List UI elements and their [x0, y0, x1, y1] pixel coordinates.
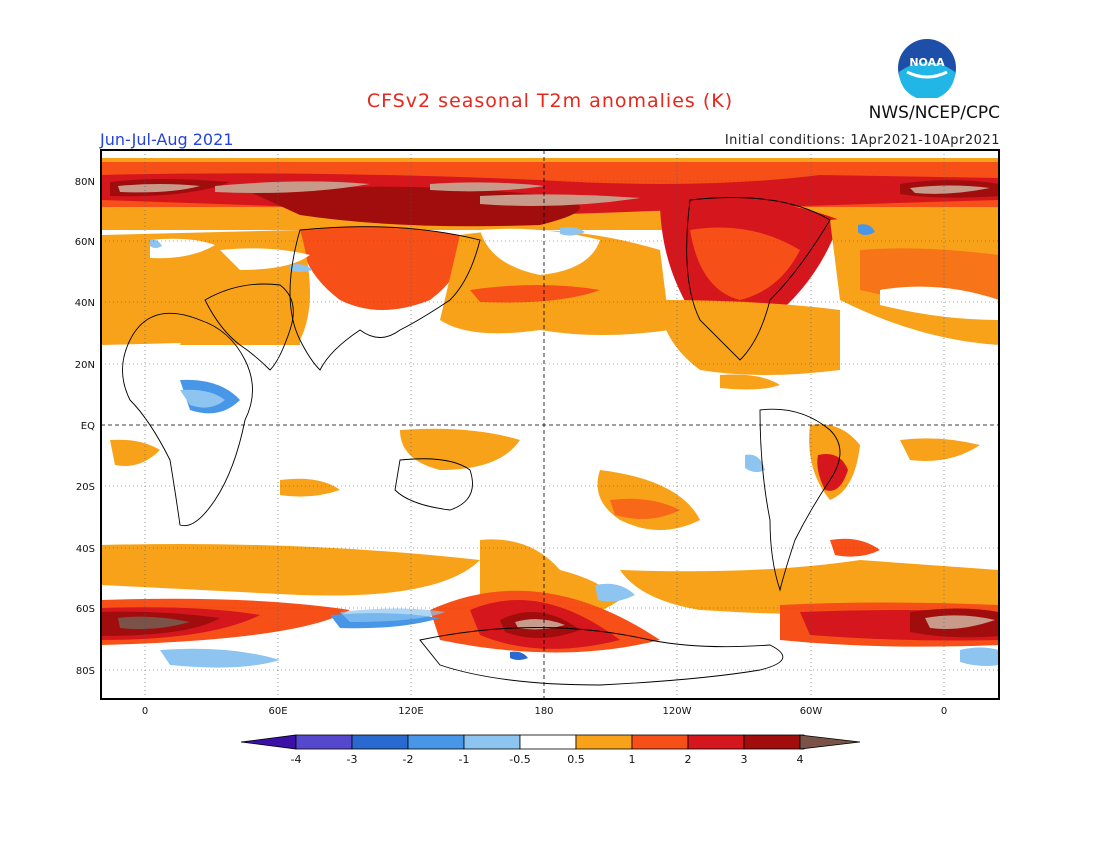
lat-label: 20N — [75, 360, 95, 371]
agency-label: NWS/NCEP/CPC — [868, 103, 1000, 123]
colorbar-swatch — [687, 734, 745, 750]
colorbar-swatch — [519, 734, 577, 750]
colorbar-swatch — [295, 734, 353, 750]
lat-label: EQ — [81, 421, 95, 432]
season-label: Jun-Jul-Aug 2021 — [100, 130, 234, 149]
lat-label: 20S — [76, 482, 95, 493]
lat-label: 60N — [75, 237, 95, 248]
lon-label: 0 — [941, 706, 947, 717]
colorbar-swatch — [799, 734, 805, 750]
initial-conditions: Initial conditions: 1Apr2021-10Apr2021 — [724, 133, 1000, 148]
chart-title: CFSv2 seasonal T2m anomalies (K) — [366, 90, 734, 112]
lon-label: 120E — [398, 706, 423, 717]
colorbar-swatch — [743, 734, 801, 750]
lon-label: 120W — [663, 706, 692, 717]
colorbar — [240, 734, 861, 750]
colorbar-swatch — [631, 734, 689, 750]
colorbar-label: 4 — [797, 753, 804, 766]
lat-label: 40N — [75, 298, 95, 309]
colorbar-label: 1 — [629, 753, 636, 766]
colorbar-label: 2 — [685, 753, 692, 766]
lat-label: 80S — [76, 666, 95, 677]
colorbar-low-arrow — [240, 734, 297, 750]
lat-label: 60S — [76, 604, 95, 615]
map-frame — [100, 149, 1000, 700]
colorbar-high-arrow — [799, 734, 861, 750]
colorbar-swatch — [351, 734, 409, 750]
colorbar-swatch — [575, 734, 633, 750]
coastlines — [122, 197, 841, 686]
logo-text: NOAA — [909, 56, 945, 69]
colorbar-swatch — [463, 734, 521, 750]
anomaly-map — [101, 150, 999, 699]
map-gridlines — [101, 150, 999, 699]
lon-label: 180 — [534, 706, 553, 717]
colorbar-label: -0.5 — [509, 753, 530, 766]
colorbar-label: 0.5 — [567, 753, 585, 766]
colorbar-label: -1 — [459, 753, 470, 766]
noaa-logo: NOAA — [898, 39, 956, 98]
colorbar-label: -3 — [347, 753, 358, 766]
colorbar-label: 3 — [741, 753, 748, 766]
lon-label: 0 — [142, 706, 148, 717]
lat-label: 80N — [75, 177, 95, 188]
colorbar-label: -4 — [291, 753, 302, 766]
lon-label: 60E — [268, 706, 287, 717]
lon-label: 60W — [800, 706, 823, 717]
lat-label: 40S — [76, 544, 95, 555]
map-reference-lines — [101, 150, 999, 699]
colorbar-swatch — [407, 734, 465, 750]
colorbar-label: -2 — [403, 753, 414, 766]
